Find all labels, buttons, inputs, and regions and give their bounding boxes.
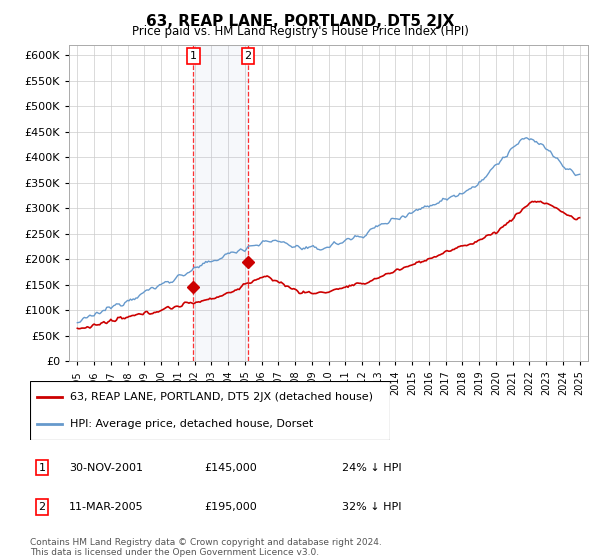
Bar	[193, 45, 248, 361]
Text: £195,000: £195,000	[204, 502, 257, 512]
Text: £145,000: £145,000	[204, 463, 257, 473]
Text: 1: 1	[190, 51, 197, 61]
Text: Price paid vs. HM Land Registry's House Price Index (HPI): Price paid vs. HM Land Registry's House …	[131, 25, 469, 38]
Text: 2: 2	[245, 51, 252, 61]
Text: 63, REAP LANE, PORTLAND, DT5 2JX (detached house): 63, REAP LANE, PORTLAND, DT5 2JX (detach…	[70, 391, 373, 402]
Text: 1: 1	[38, 463, 46, 473]
Text: Contains HM Land Registry data © Crown copyright and database right 2024.
This d: Contains HM Land Registry data © Crown c…	[30, 538, 382, 557]
Text: HPI: Average price, detached house, Dorset: HPI: Average price, detached house, Dors…	[70, 419, 313, 429]
Text: 2: 2	[38, 502, 46, 512]
Text: 30-NOV-2001: 30-NOV-2001	[69, 463, 143, 473]
Text: 32% ↓ HPI: 32% ↓ HPI	[342, 502, 401, 512]
Text: 11-MAR-2005: 11-MAR-2005	[69, 502, 143, 512]
Text: 24% ↓ HPI: 24% ↓ HPI	[342, 463, 401, 473]
Text: 63, REAP LANE, PORTLAND, DT5 2JX: 63, REAP LANE, PORTLAND, DT5 2JX	[146, 14, 454, 29]
FancyBboxPatch shape	[30, 381, 390, 440]
